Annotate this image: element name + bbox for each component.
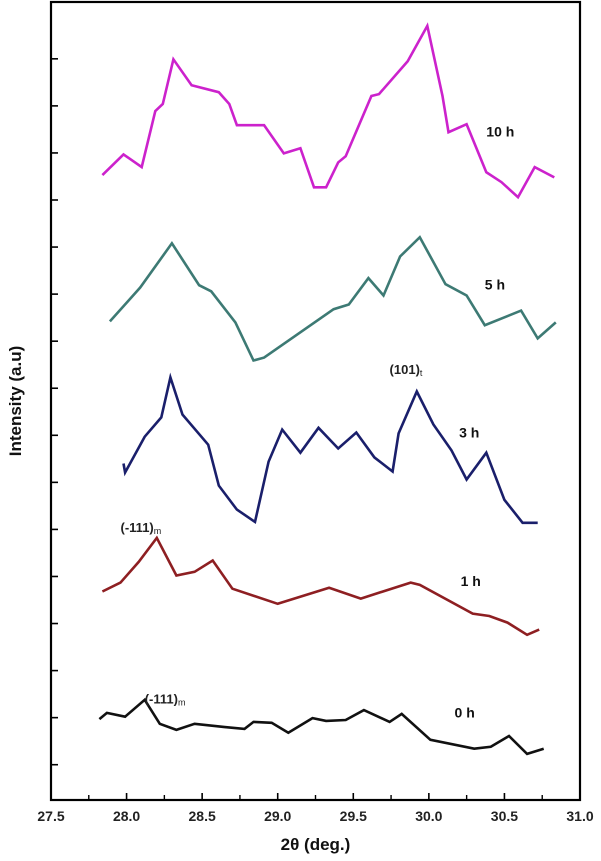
series-label-3h: 3 h: [459, 425, 479, 441]
series-labels: 10 h 5 h 3 h 1 h 0 h: [455, 123, 515, 720]
x-tick-label: 28.0: [113, 808, 140, 824]
series-label-0h: 0 h: [455, 705, 475, 721]
peak-annotations: (101)t(-111)m(-111)m: [121, 362, 423, 707]
peak-annotation-phase: m: [178, 698, 186, 708]
peak-annotation: (-111)m: [145, 692, 186, 708]
x-tick-label: 31.0: [566, 808, 593, 824]
series-layer: [98, 22, 557, 756]
series-label-1h: 1 h: [461, 573, 481, 589]
peak-annotation-phase: t: [420, 368, 423, 378]
x-tick-label: 28.5: [189, 808, 216, 824]
series-line-3h: [122, 372, 538, 525]
y-axis-ticks: [51, 58, 58, 766]
plot-frame: [49, 0, 582, 802]
x-tick-label: 29.5: [340, 808, 367, 824]
peak-annotation-index: (-111): [145, 692, 178, 707]
peak-annotation-index: (101): [390, 362, 420, 377]
peak-annotation-phase: m: [154, 526, 162, 536]
x-axis-ticks: 27.5 28.0 28.5 29.0 29.5 30.0 30.5 31.0: [37, 793, 594, 824]
x-tick-label: 30.0: [415, 808, 442, 824]
x-tick-label: 29.0: [264, 808, 291, 824]
series-label-5h: 5 h: [485, 276, 505, 292]
x-tick-label: 27.5: [37, 808, 64, 824]
x-axis-title: 2θ (deg.): [281, 835, 351, 854]
peak-annotation: (101)t: [390, 362, 423, 378]
plot-border: [49, 0, 582, 802]
peak-annotation: (-111)m: [121, 520, 162, 536]
series-line-5h: [108, 235, 557, 363]
y-axis-title: Intensity (a.u): [6, 346, 25, 457]
peak-annotation-index: (-111): [121, 520, 154, 535]
series-line-10h: [101, 22, 555, 200]
series-line-0h: [98, 697, 545, 756]
series-line-1h: [101, 535, 540, 637]
x-tick-label: 30.5: [491, 808, 518, 824]
series-label-10h: 10 h: [486, 123, 514, 139]
